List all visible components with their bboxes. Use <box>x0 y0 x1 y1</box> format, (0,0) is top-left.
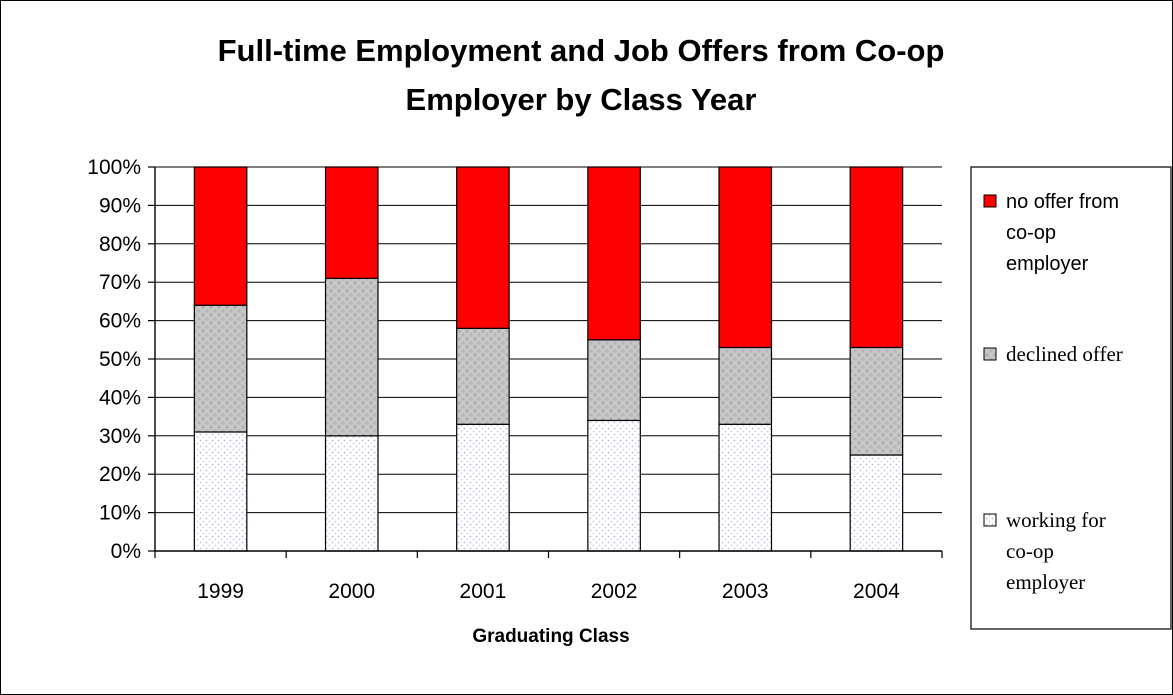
bar-segment <box>456 166 510 329</box>
legend-label: co-op <box>1006 539 1054 563</box>
y-tick-label: 100% <box>87 156 141 179</box>
x-tick-label: 1999 <box>197 580 244 603</box>
x-tick-label: 2002 <box>591 580 638 603</box>
bar-segment <box>193 166 248 306</box>
bar-segment <box>587 339 641 422</box>
bar-segment <box>193 304 248 433</box>
legend-swatch <box>983 347 997 361</box>
bar-segment <box>849 454 904 552</box>
bar-segment <box>193 431 248 552</box>
bar-segment <box>324 277 379 437</box>
x-tick-label: 2000 <box>328 580 375 603</box>
x-axis-label: Graduating Class <box>472 626 629 647</box>
bar-segment <box>587 419 641 552</box>
chart-title-line-1: Full-time Employment and Job Offers from… <box>218 33 945 68</box>
bar-segment <box>849 346 904 456</box>
legend-swatch <box>983 513 997 527</box>
y-tick-label: 10% <box>99 502 141 525</box>
bars <box>193 166 904 552</box>
y-tick-label: 30% <box>99 425 141 448</box>
x-tick-label: 2004 <box>853 580 900 603</box>
y-tick-label: 20% <box>99 463 141 486</box>
y-tick-label: 40% <box>99 386 141 409</box>
legend-swatch <box>983 194 997 208</box>
x-tick-label: 2001 <box>460 580 507 603</box>
bar-segment <box>456 327 510 425</box>
legend-label: employer <box>1006 253 1089 275</box>
gridlines <box>155 166 942 514</box>
bar-segment <box>587 166 641 341</box>
bar-segment <box>718 346 773 425</box>
legend-label: working for <box>1006 508 1106 532</box>
bar-segment <box>324 166 379 279</box>
legend-label: co-op <box>1006 222 1056 244</box>
y-tick-label: 90% <box>99 194 141 217</box>
legend-box <box>970 166 1172 630</box>
bar-segment <box>456 423 510 552</box>
axes <box>148 166 943 558</box>
bar-segment <box>849 166 904 349</box>
y-tick-label: 50% <box>99 348 141 371</box>
y-tick-label: 80% <box>99 233 141 256</box>
legend-label: employer <box>1006 570 1085 594</box>
legend: no offer from co-op employer declined offer… <box>970 166 1172 630</box>
legend-label: declined offer <box>1006 342 1123 366</box>
legend-label: no offer from <box>1006 191 1119 213</box>
tick-labels: 0% 10% 20% 30% 40% 50% 60% 70% 80% 90% 100% 1999 200… <box>87 156 900 603</box>
y-tick-label: 0% <box>111 540 141 563</box>
x-tick-label: 2003 <box>722 580 769 603</box>
y-tick-label: 70% <box>99 271 141 294</box>
bar-segment <box>324 435 379 552</box>
bar-segment <box>718 166 773 349</box>
y-tick-label: 60% <box>99 310 141 333</box>
bar-segment <box>718 423 773 552</box>
chart-title-line-2: Employer by Class Year <box>406 82 757 117</box>
